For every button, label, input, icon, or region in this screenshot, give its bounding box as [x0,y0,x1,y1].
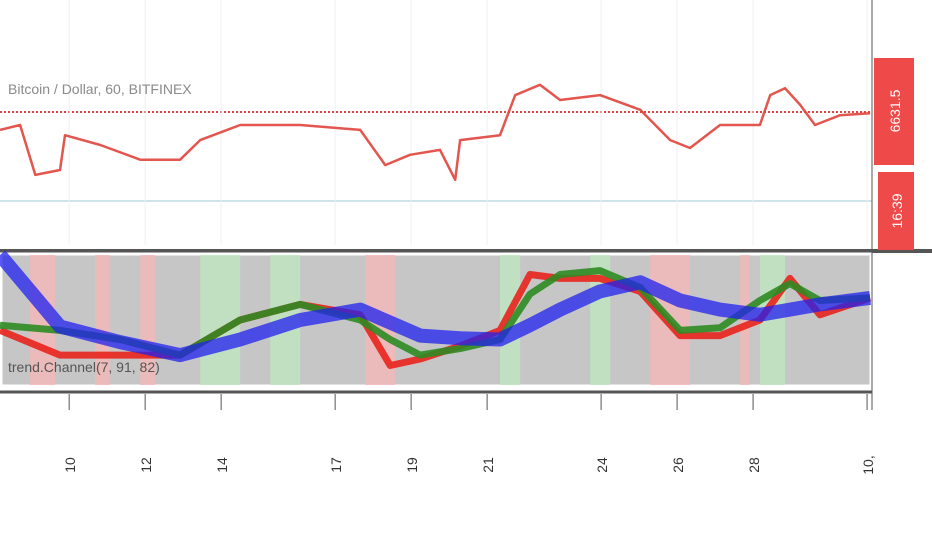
x-tick-label: 14 [214,457,230,473]
x-tick-label: 12 [138,457,154,473]
indicator-frame [0,252,873,388]
countdown-label: 16:39 [889,193,905,228]
x-tick-label: 24 [594,457,610,473]
x-tick-label: 21 [480,457,496,473]
symbol-title: Bitcoin / Dollar, 60, BITFINEX [8,81,192,97]
x-tick-label: 17 [328,457,344,473]
indicator-title: trend.Channel(7, 91, 82) [8,359,160,375]
x-tick-label: 10 [62,457,78,473]
series-line [0,250,871,363]
x-tick-label: 28 [746,457,762,473]
x-tick-label: 19 [404,457,420,473]
signal-band [740,255,751,385]
series-line [0,83,871,182]
countdown-box [878,172,914,250]
x-tick-label: 10, [860,455,876,474]
price-label: 6631.5 [887,89,903,132]
price-label-box [874,58,914,165]
x-tick-label: 26 [670,457,686,473]
